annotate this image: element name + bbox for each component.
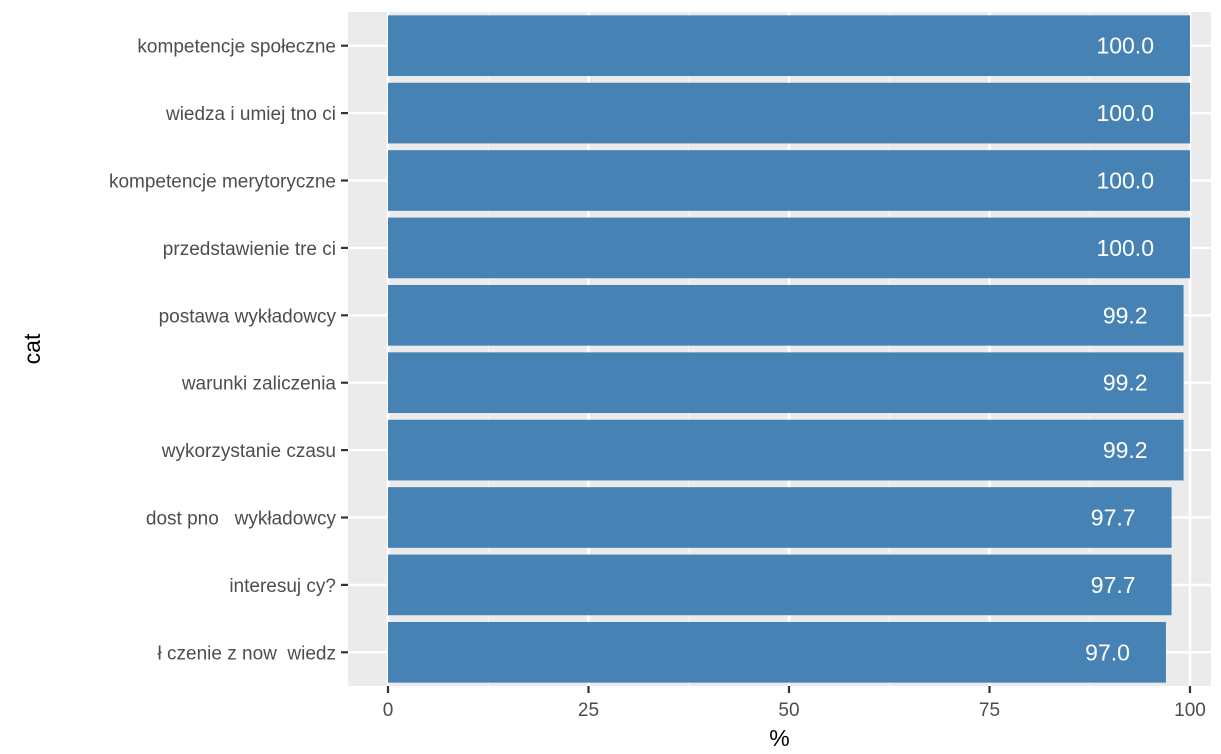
y-tick-label: kompetencje merytoryczne (109, 172, 336, 193)
bar (388, 554, 1172, 616)
x-tick-label: 100 (1174, 700, 1206, 721)
y-tick-label: przedstawienie tre ci (163, 239, 336, 260)
bar-value-label: 100.0 (1096, 33, 1154, 59)
bar (388, 217, 1190, 279)
y-tick-label: postawa wykładowcy (159, 306, 337, 327)
bar (388, 82, 1190, 144)
x-tick-label: 25 (578, 700, 599, 721)
y-tick-label: wiedza i umiej tno ci (165, 104, 336, 125)
bar (388, 15, 1190, 77)
bar-value-label: 97.7 (1091, 505, 1136, 531)
bar (388, 284, 1184, 346)
bar (388, 621, 1166, 683)
x-axis: 0 25 50 75 100 (383, 686, 1206, 721)
x-tick-label: 75 (979, 700, 1000, 721)
y-tick-label: dost pno wykładowcy (146, 509, 337, 530)
bars (388, 15, 1190, 683)
x-tick-label: 0 (383, 700, 394, 721)
bar (388, 150, 1190, 211)
y-tick-label: kompetencje społeczne (137, 37, 336, 58)
y-axis: kompetencje społeczne wiedza i umiej tno … (109, 37, 348, 664)
bar (388, 419, 1184, 481)
bar-value-label: 97.0 (1085, 639, 1130, 665)
bar-value-labels: 100.0 100.0 100.0 100.0 99.2 99.2 99.2 97.7 97.7… (1085, 33, 1154, 666)
bar-value-label: 100.0 (1096, 235, 1154, 261)
y-tick-label: ł czenie z now wiedz (158, 643, 336, 664)
x-tick-label: 50 (778, 700, 799, 721)
x-axis-title: % (769, 725, 789, 751)
bar-value-label: 97.7 (1091, 572, 1136, 598)
bar (388, 487, 1172, 548)
bar (388, 352, 1184, 414)
bar-value-label: 99.2 (1103, 370, 1148, 396)
bar-value-label: 100.0 (1096, 100, 1154, 126)
bar-value-label: 99.2 (1103, 302, 1148, 328)
y-tick-label: warunki zaliczenia (181, 374, 337, 395)
bar-value-label: 99.2 (1103, 437, 1148, 463)
y-tick-label: interesuj cy? (229, 576, 336, 597)
bar-value-label: 100.0 (1096, 168, 1154, 194)
y-axis-title: cat (19, 333, 45, 364)
y-tick-label: wykorzystanie czasu (161, 441, 336, 462)
